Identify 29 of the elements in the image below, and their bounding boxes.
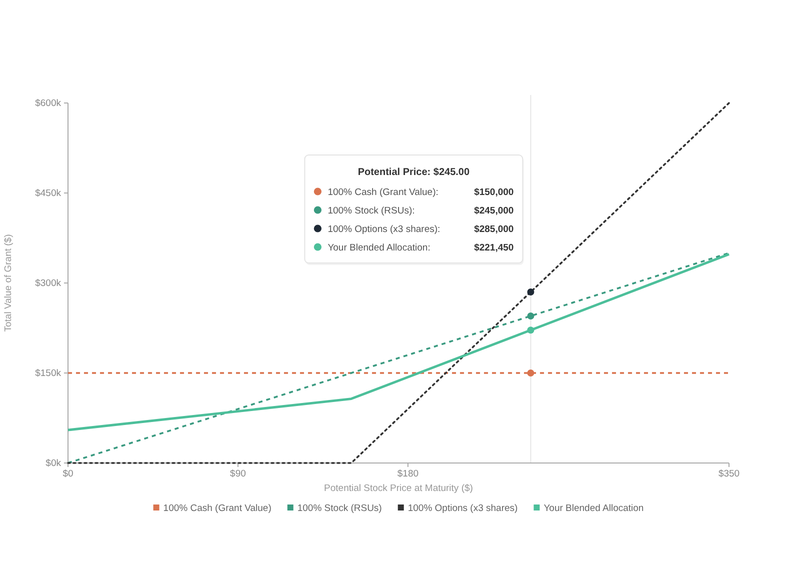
x-tick-label: $180 xyxy=(397,468,419,480)
legend-label: 100% Stock (RSUs) xyxy=(297,503,382,514)
line-series xyxy=(66,253,730,432)
y-tick-label: $450k xyxy=(35,188,62,200)
annotation: 100% Stock (RSUs): xyxy=(328,206,415,216)
annotation: $285,000 xyxy=(474,224,514,235)
x-tick-label: $350 xyxy=(718,468,740,480)
y-tick-label: $300k xyxy=(35,278,62,290)
x-tick-label: $0 xyxy=(62,468,74,480)
annotation: Potential Price: $245.00 xyxy=(358,167,470,178)
point xyxy=(527,288,534,296)
annotation: $221,450 xyxy=(474,242,514,254)
legend-label: 100% Cash (Grant Value) xyxy=(163,503,272,514)
legend-label: Your Blended Allocation xyxy=(544,503,644,514)
y-tick-label: $150k xyxy=(35,368,62,380)
annotation: $245,000 xyxy=(474,206,514,216)
y-tick-label: $0k xyxy=(46,458,62,470)
legend-label: 100% Options (x3 shares) xyxy=(408,503,518,514)
point xyxy=(527,312,534,320)
annotation: 100% Options (x3 shares): xyxy=(328,224,440,235)
point xyxy=(527,326,534,334)
x-tick-label: $90 xyxy=(230,468,246,480)
annotation: 100% Cash (Grant Value): xyxy=(328,187,438,198)
annotation: $150,000 xyxy=(474,187,514,198)
y-tick-label: $600k xyxy=(35,98,62,110)
annotation: Your Blended Allocation: xyxy=(328,242,430,254)
y-axis-title: Total Value of Grant ($) xyxy=(3,234,14,332)
x-axis-title: Potential Stock Price at Maturity ($) xyxy=(324,483,473,494)
point xyxy=(527,370,534,376)
